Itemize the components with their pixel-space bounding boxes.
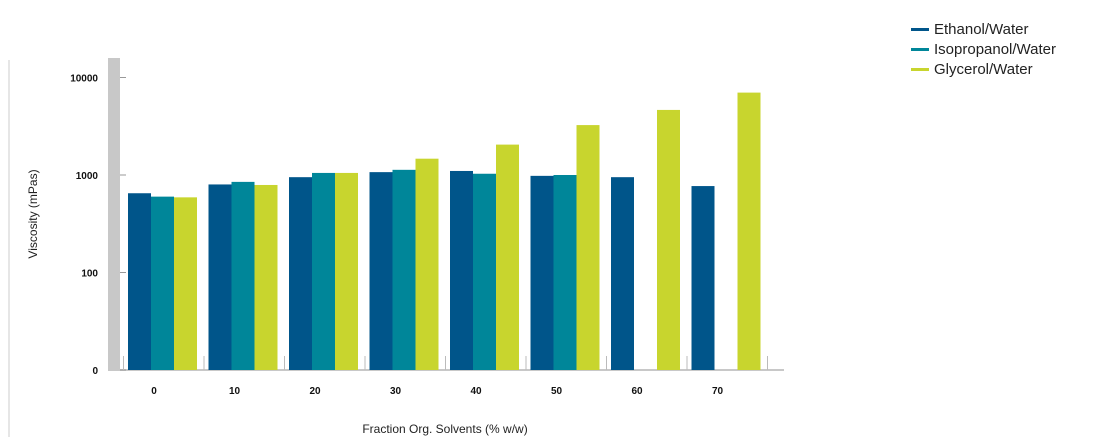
legend-label: Isopropanol/Water (934, 41, 1056, 58)
bar-glycerol-water-70 (737, 92, 761, 371)
bar-glycerol-water-40 (496, 144, 519, 370)
bar-ethanol-water-50 (530, 175, 554, 370)
bar-isopropanol-water-30 (392, 169, 416, 370)
bar-ethanol-water-30 (369, 172, 393, 370)
legend-swatch (911, 48, 929, 51)
bar-glycerol-water-30 (415, 158, 439, 370)
x-axis-ticks: 0 10 20 30 40 50 60 70 (123, 356, 768, 397)
bar-glycerol-water-0 (174, 197, 197, 370)
bar-ethanol-water-0 (128, 193, 151, 370)
y-tick-label: 100 (81, 269, 98, 280)
x-tick-label: 20 (309, 386, 321, 397)
x-tick-label: 50 (551, 386, 563, 397)
x-tick-label: 10 (229, 386, 241, 397)
bar-isopropanol-water-40 (473, 173, 496, 370)
bar-ethanol-water-20 (289, 177, 312, 370)
legend[interactable]: Ethanol/Water Isopropanol/Water Glycerol/W… (911, 21, 1056, 78)
bar-glycerol-water-50 (576, 125, 600, 370)
bar-ethanol-water-10 (208, 184, 232, 370)
y-tick-label: 10000 (70, 74, 98, 85)
y-tick-label: 0 (92, 366, 98, 377)
legend-item[interactable]: Glycerol/Water (911, 61, 1033, 78)
bar-glycerol-water-10 (254, 184, 278, 370)
bars-group (128, 92, 761, 371)
y-tick-label: 1000 (76, 171, 99, 182)
y-axis-title: Viscosity (mPas) (26, 169, 40, 258)
x-tick-label: 0 (151, 386, 157, 397)
x-tick-label: 30 (390, 386, 402, 397)
bar-isopropanol-water-20 (312, 172, 335, 370)
bar-isopropanol-water-10 (231, 181, 255, 370)
legend-item[interactable]: Ethanol/Water (911, 21, 1029, 38)
bar-glycerol-water-60 (657, 109, 680, 370)
legend-item[interactable]: Isopropanol/Water (911, 41, 1056, 58)
x-tick-label: 70 (712, 386, 724, 397)
y-axis-ticks: 0 100 1000 10000 (70, 74, 126, 377)
bar-ethanol-water-70 (691, 186, 715, 370)
x-tick-label: 40 (470, 386, 482, 397)
bar-ethanol-water-40 (450, 170, 473, 370)
legend-label: Glycerol/Water (934, 61, 1033, 78)
bar-glycerol-water-20 (335, 172, 358, 370)
bar-ethanol-water-60 (611, 177, 634, 370)
x-tick-label: 60 (631, 386, 643, 397)
legend-swatch (911, 68, 929, 71)
x-axis-title: Fraction Org. Solvents (% w/w) (362, 422, 527, 436)
bar-isopropanol-water-0 (151, 196, 174, 370)
legend-swatch (911, 28, 929, 31)
legend-label: Ethanol/Water (934, 21, 1029, 38)
bar-isopropanol-water-50 (553, 175, 577, 370)
y-axis-band (108, 58, 120, 370)
